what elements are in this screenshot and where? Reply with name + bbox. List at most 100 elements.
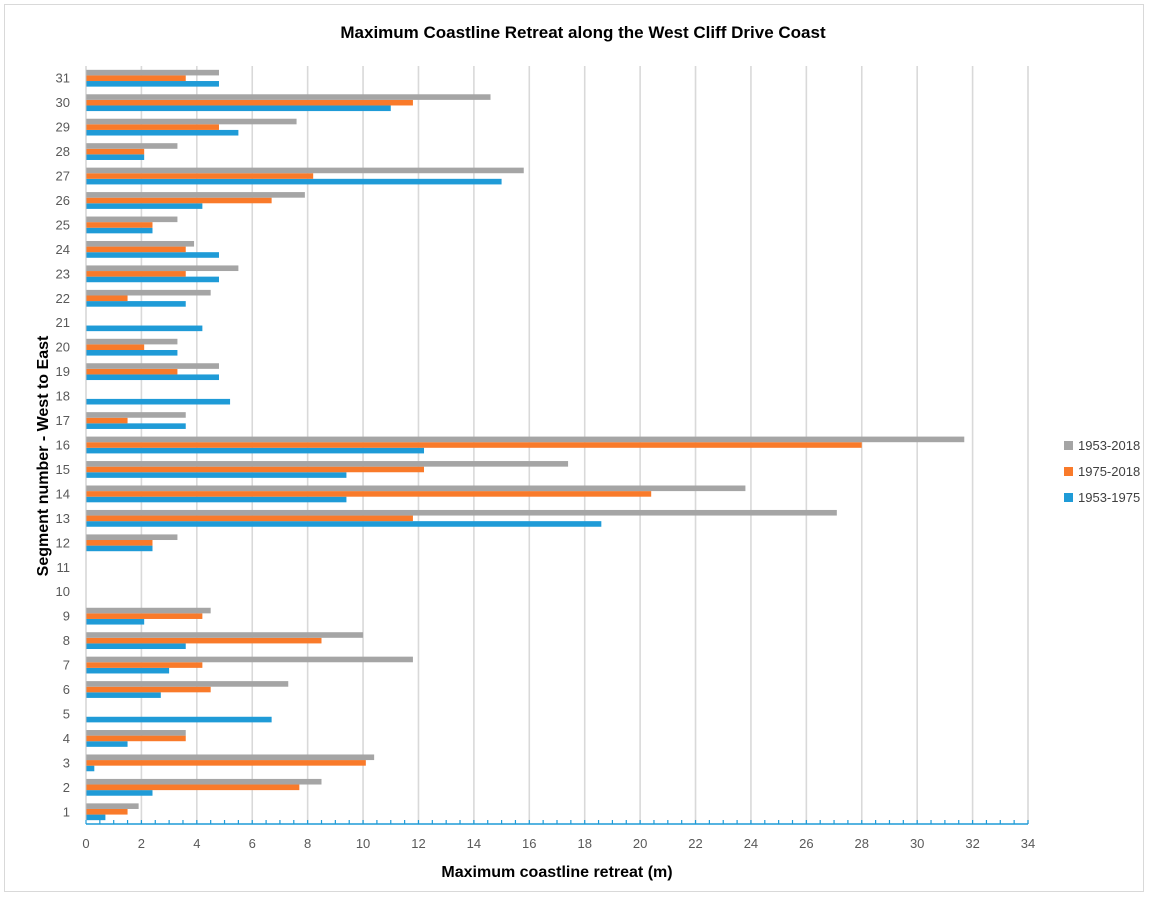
bar-1953-2018-seg-30 — [86, 94, 491, 100]
y-tick-label: 11 — [57, 560, 71, 575]
bar-1953-1975-seg-22 — [86, 301, 186, 307]
bar-1953-2018-seg-2 — [86, 778, 322, 785]
legend-label: 1975-2018 — [1078, 464, 1140, 479]
x-tick-label: 2 — [138, 836, 145, 851]
bar-1975-2018-seg-27 — [86, 173, 314, 179]
y-tick-label: 7 — [63, 658, 70, 673]
y-tick-labels: 1234567891011121314151617181920212223242… — [56, 71, 70, 820]
y-tick-label: 24 — [56, 242, 70, 257]
bar-1953-2018-seg-12 — [86, 534, 178, 541]
bar-1953-2018-seg-28 — [86, 143, 178, 149]
bar-1975-2018-seg-24 — [86, 246, 186, 253]
bar-1975-2018-seg-26 — [86, 197, 272, 204]
bar-1953-1975-seg-30 — [86, 105, 391, 112]
bar-1953-1975-seg-17 — [86, 423, 186, 429]
y-tick-label: 30 — [56, 95, 70, 110]
bar-1953-1975-seg-24 — [86, 252, 219, 258]
x-tick-label: 26 — [799, 836, 813, 851]
bar-1953-1975-seg-16 — [86, 447, 425, 454]
y-axis-title: Segment number - West to East — [35, 335, 52, 576]
legend-swatch — [1064, 467, 1073, 476]
bar-1953-2018-seg-13 — [86, 509, 837, 516]
bar-1975-2018-seg-23 — [86, 271, 186, 277]
y-tick-label: 31 — [56, 71, 70, 86]
axes — [85, 66, 1029, 825]
y-tick-label: 25 — [56, 217, 70, 232]
bar-1953-1975-seg-19 — [86, 374, 219, 381]
bar-1953-2018-seg-1 — [86, 803, 139, 809]
y-tick-label: 21 — [56, 315, 70, 330]
x-tick-label: 32 — [965, 836, 979, 851]
x-tick-label: 24 — [744, 836, 758, 851]
bar-1953-1975-seg-21 — [86, 325, 203, 332]
y-tick-label: 5 — [63, 706, 70, 721]
x-tick-label: 20 — [633, 836, 647, 851]
bar-1953-1975-seg-31 — [86, 81, 219, 87]
bar-1953-1975-seg-15 — [86, 472, 347, 478]
bar-1953-1975-seg-29 — [86, 129, 239, 136]
bar-1953-2018-seg-17 — [86, 412, 186, 418]
y-tick-label: 9 — [63, 609, 70, 624]
bar-1975-2018-seg-17 — [86, 417, 128, 424]
bar-1953-2018-seg-16 — [86, 436, 965, 443]
bar-1975-2018-seg-15 — [86, 466, 425, 473]
bar-1953-1975-seg-2 — [86, 790, 153, 796]
y-tick-label: 14 — [56, 486, 70, 501]
x-tick-label: 12 — [411, 836, 425, 851]
bar-1953-2018-seg-7 — [86, 656, 413, 663]
y-tick-label: 1 — [63, 804, 70, 819]
legend-swatch — [1064, 441, 1073, 450]
bar-1953-1975-seg-14 — [86, 496, 347, 503]
y-tick-label: 3 — [63, 755, 70, 770]
legend-label: 1953-1975 — [1078, 490, 1140, 505]
bar-1953-1975-seg-20 — [86, 349, 178, 356]
x-tick-label: 30 — [910, 836, 924, 851]
bar-1953-2018-seg-20 — [86, 338, 178, 345]
y-tick-label: 2 — [63, 780, 70, 795]
bar-1953-1975-seg-8 — [86, 643, 186, 650]
y-tick-label: 12 — [56, 535, 70, 550]
y-tick-label: 4 — [63, 731, 70, 746]
y-tick-label: 28 — [56, 144, 70, 159]
x-tick-label: 22 — [688, 836, 702, 851]
legend: 1953-2018 1975-2018 1953-1975 — [1064, 438, 1140, 505]
bar-1953-1975-seg-4 — [86, 741, 128, 747]
bar-1953-1975-seg-27 — [86, 178, 502, 185]
bar-1975-2018-seg-8 — [86, 637, 322, 644]
bar-1975-2018-seg-31 — [86, 75, 186, 82]
bar-1953-1975-seg-6 — [86, 692, 161, 698]
bar-1953-1975-seg-9 — [86, 618, 145, 625]
bar-1953-2018-seg-6 — [86, 681, 289, 687]
bar-1975-2018-seg-4 — [86, 735, 186, 742]
bar-1953-2018-seg-25 — [86, 216, 178, 223]
y-tick-label: 27 — [56, 169, 70, 184]
bar-1975-2018-seg-20 — [86, 344, 145, 350]
y-tick-label: 19 — [56, 364, 70, 379]
legend-label: 1953-2018 — [1078, 438, 1140, 453]
bar-1975-2018-seg-28 — [86, 148, 145, 155]
bar-1953-1975-seg-13 — [86, 521, 602, 527]
bar-1953-1975-seg-28 — [86, 154, 145, 160]
bar-1953-1975-seg-1 — [86, 814, 106, 821]
bar-1953-2018-seg-9 — [86, 607, 211, 614]
y-tick-label: 20 — [56, 340, 70, 355]
y-tick-label: 22 — [56, 291, 70, 306]
bar-1975-2018-seg-1 — [86, 808, 128, 815]
x-tick-label: 14 — [467, 836, 481, 851]
bar-1975-2018-seg-12 — [86, 540, 153, 546]
bar-1953-1975-seg-7 — [86, 667, 170, 674]
x-tick-label: 0 — [82, 836, 89, 851]
x-tick-label: 4 — [193, 836, 200, 851]
bar-1953-2018-seg-3 — [86, 754, 375, 761]
x-tick-label: 10 — [356, 836, 370, 851]
bar-1975-2018-seg-6 — [86, 686, 211, 693]
x-tick-label: 18 — [577, 836, 591, 851]
y-tick-label: 8 — [63, 633, 70, 648]
bar-1953-2018-seg-14 — [86, 485, 746, 492]
bar-1975-2018-seg-7 — [86, 662, 203, 668]
bar-1953-2018-seg-29 — [86, 118, 297, 125]
y-tick-label: 15 — [56, 462, 70, 477]
bar-1953-1975-seg-18 — [86, 398, 231, 405]
bar-1953-1975-seg-3 — [86, 765, 95, 772]
bar-1953-2018-seg-31 — [86, 69, 219, 76]
